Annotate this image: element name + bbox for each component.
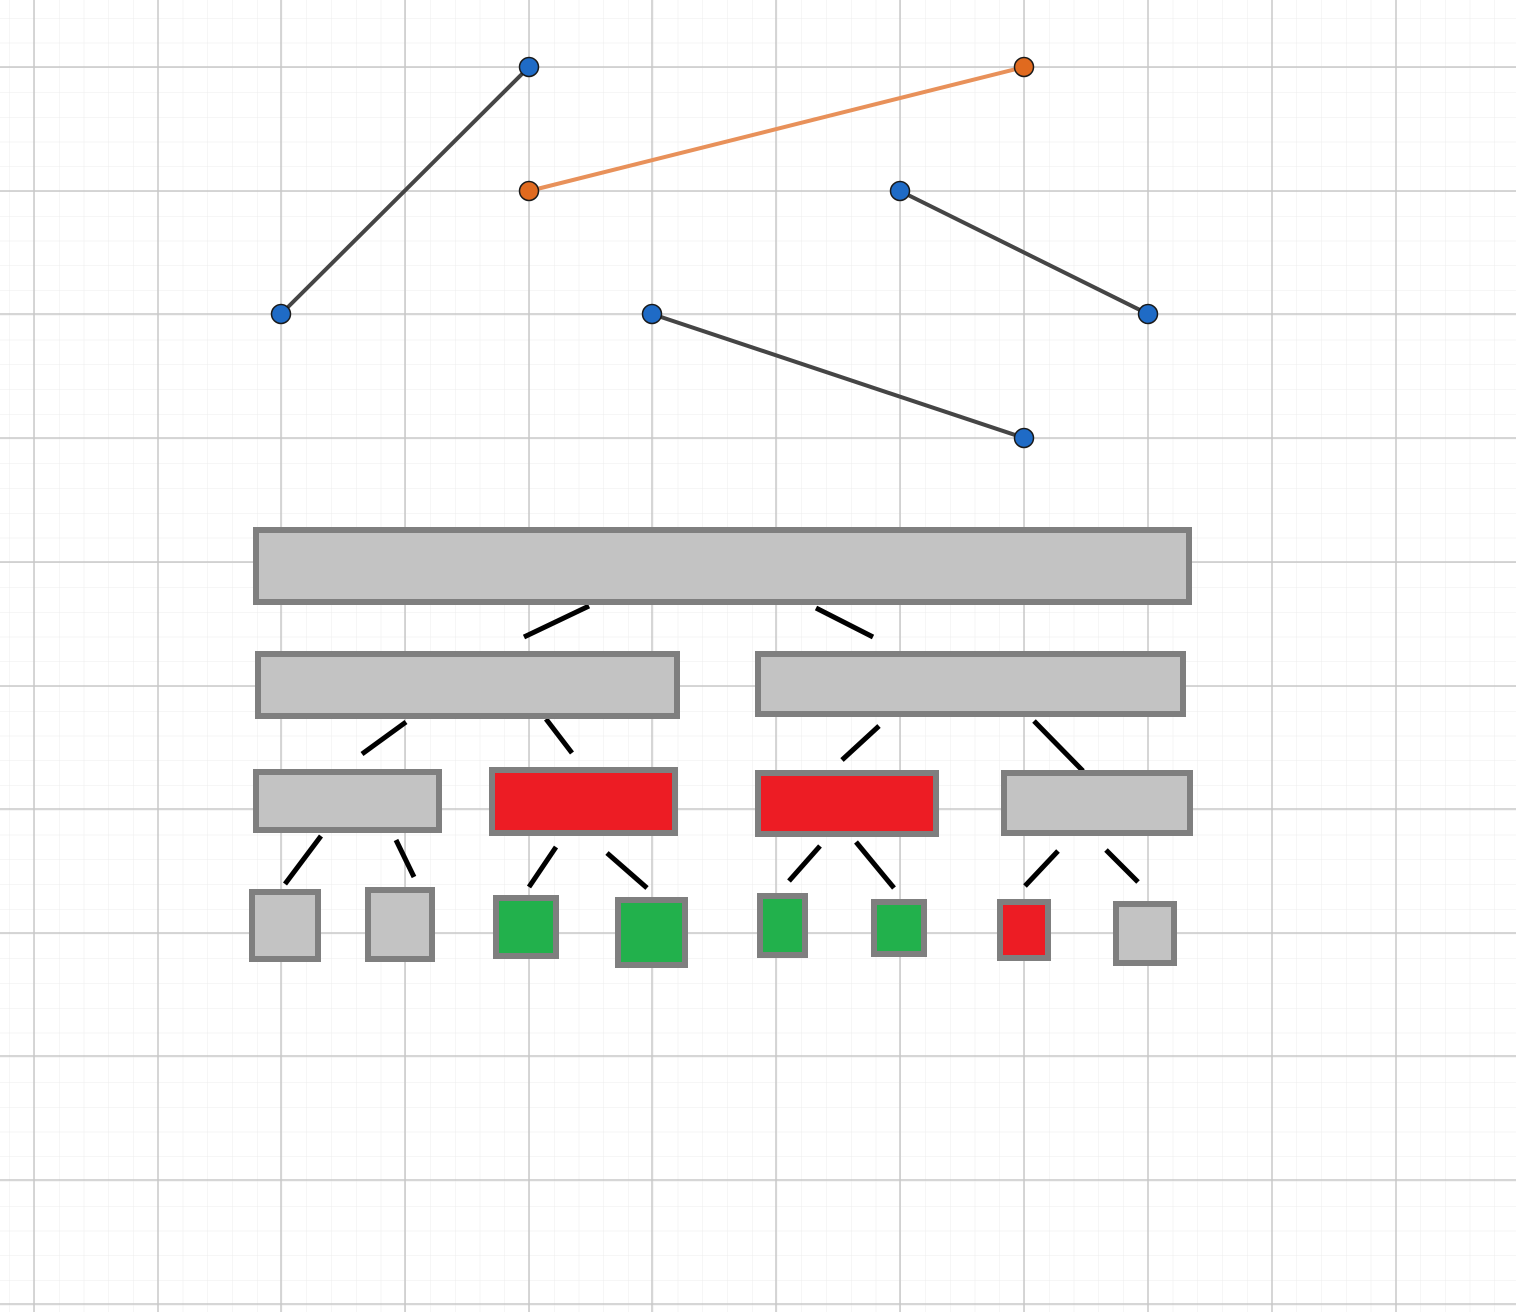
tree-level2-node[interactable] [755, 770, 939, 837]
tree-connector [605, 851, 649, 890]
tree-leaf-node[interactable] [871, 899, 927, 957]
tree-leaf-node[interactable] [249, 889, 321, 962]
tree-connector [526, 845, 559, 889]
tree-connector [1032, 719, 1085, 773]
segment-3-line [899, 189, 1149, 316]
tree-connector [393, 838, 417, 879]
tree-level2-node[interactable] [489, 767, 678, 836]
tree-level1-node[interactable] [755, 651, 1186, 717]
tree-connector [840, 724, 881, 762]
tree-leaf-node[interactable] [365, 887, 435, 962]
tree-leaf-node[interactable] [493, 895, 559, 959]
tree-connector [544, 717, 574, 755]
segment-4-endpoint-1[interactable] [641, 303, 663, 325]
tree-connector [814, 605, 875, 640]
segment-3-endpoint-1[interactable] [889, 180, 911, 202]
segment-2-endpoint-2[interactable] [1013, 56, 1035, 78]
tree-level1-node[interactable] [255, 651, 680, 719]
tree-leaf-node[interactable] [1113, 901, 1177, 966]
tree-connector [1023, 849, 1060, 888]
tree-leaf-node[interactable] [997, 899, 1051, 961]
tree-connector [787, 844, 822, 883]
segment-4-line [651, 312, 1025, 440]
tree-connector [522, 603, 591, 640]
tree-connector [1104, 848, 1140, 884]
segment-2-endpoint-1[interactable] [518, 180, 540, 202]
tree-level2-node[interactable] [1001, 770, 1193, 836]
segment-1-line [279, 65, 531, 316]
segment-4-endpoint-2[interactable] [1013, 427, 1035, 449]
tree-diagram [249, 527, 1193, 968]
segments-layer [270, 56, 1159, 449]
tree-connector [360, 719, 408, 757]
tree-level2-node[interactable] [253, 769, 442, 833]
tree-connector [283, 834, 323, 886]
tree-connector [854, 840, 896, 890]
segment-3-endpoint-2[interactable] [1137, 303, 1159, 325]
tree-root-node[interactable] [253, 527, 1192, 605]
tree-leaf-node[interactable] [757, 893, 808, 958]
segment-1-endpoint-2[interactable] [518, 56, 540, 78]
segment-1-endpoint-1[interactable] [270, 303, 292, 325]
tree-leaf-node[interactable] [615, 897, 688, 968]
segment-2-line [528, 65, 1025, 193]
